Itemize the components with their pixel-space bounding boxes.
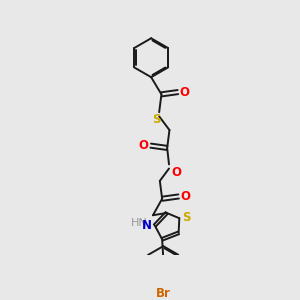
Text: S: S xyxy=(182,211,190,224)
Text: Br: Br xyxy=(156,287,171,300)
Text: O: O xyxy=(180,85,190,99)
Text: S: S xyxy=(152,113,161,126)
Text: HN: HN xyxy=(131,218,148,227)
Text: O: O xyxy=(139,139,149,152)
Text: O: O xyxy=(171,166,181,178)
Text: N: N xyxy=(142,219,152,232)
Text: O: O xyxy=(180,190,190,203)
